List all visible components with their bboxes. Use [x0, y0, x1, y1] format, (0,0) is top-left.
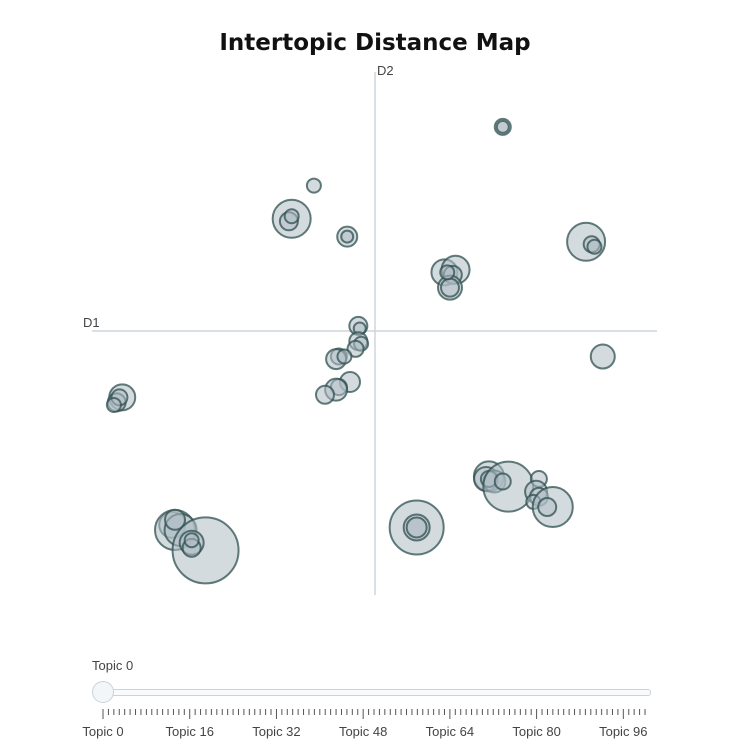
topic-slider-handle[interactable] — [92, 681, 114, 703]
topic-bubble[interactable] — [495, 119, 510, 134]
slider-tick-label: Topic 32 — [252, 724, 301, 739]
slider-tick-label: Topic 16 — [165, 724, 214, 739]
topic-bubble[interactable] — [439, 277, 460, 298]
slider-tick-label: Topic 48 — [338, 724, 388, 739]
topic-bubble[interactable] — [589, 343, 616, 370]
slider-tick-label: Topic 96 — [599, 724, 648, 739]
topic-slider-track[interactable] — [103, 689, 651, 696]
slider-tick-label: Topic 64 — [425, 724, 475, 739]
topic-bubble[interactable] — [336, 348, 353, 365]
topic-bubble[interactable] — [283, 208, 300, 225]
slider-tick-label: Topic 80 — [512, 724, 561, 739]
topic-bubble[interactable] — [439, 264, 456, 281]
slider-current-label: Topic 0 — [92, 658, 134, 673]
topic-bubble[interactable] — [586, 238, 603, 255]
topic-bubble[interactable] — [405, 516, 428, 539]
topic-bubble[interactable] — [164, 508, 187, 531]
x-axis-label: D1 — [83, 315, 100, 330]
topic-bubble[interactable] — [340, 229, 355, 244]
topic-bubble[interactable] — [305, 177, 322, 194]
slider-ticks — [102, 709, 646, 719]
chart-title: Intertopic Distance Map — [219, 30, 531, 56]
topic-bubble[interactable] — [537, 497, 558, 518]
topic-bubble[interactable] — [315, 384, 336, 405]
slider-tick-label: Topic 0 — [82, 724, 124, 739]
topic-bubble[interactable] — [105, 396, 122, 413]
y-axis-label: D2 — [377, 63, 394, 78]
topic-bubble[interactable] — [183, 532, 200, 549]
topic-bubble[interactable] — [493, 472, 512, 491]
